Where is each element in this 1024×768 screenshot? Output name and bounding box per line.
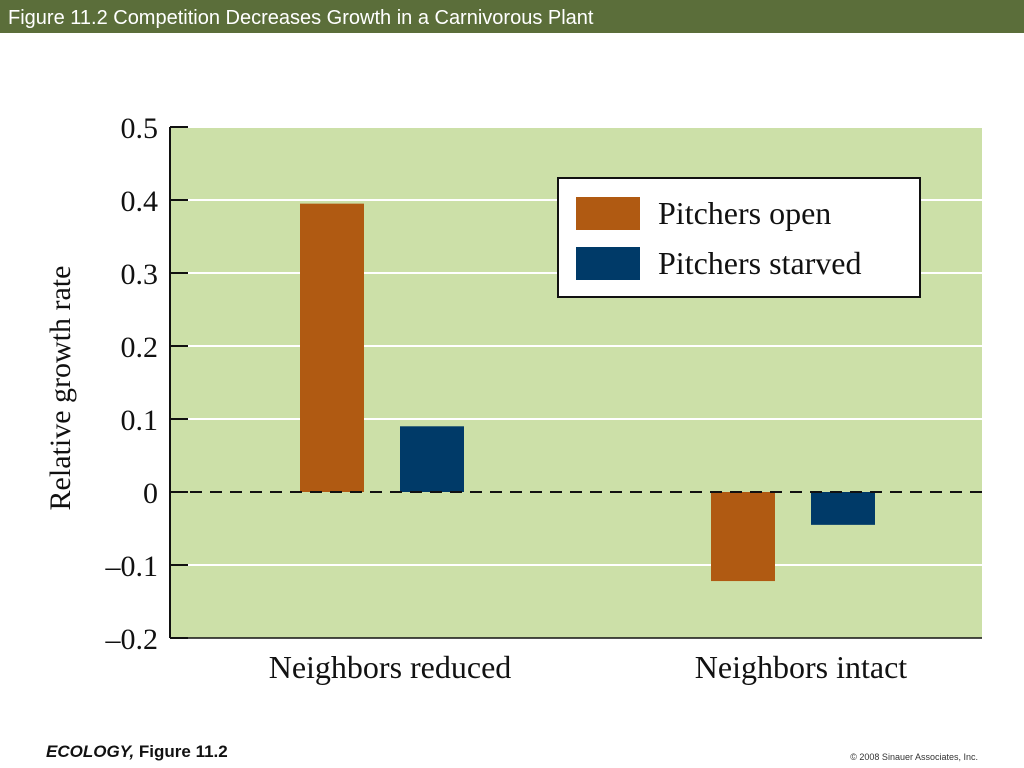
- category-label: Neighbors reduced: [269, 649, 512, 685]
- legend-swatch-pitchers-open: [576, 197, 640, 230]
- y-tick-label: 0: [143, 477, 158, 510]
- copyright-notice: © 2008 Sinauer Associates, Inc.: [850, 752, 978, 762]
- category-label: Neighbors intact: [695, 649, 908, 685]
- y-tick-label: 0.1: [121, 404, 159, 437]
- category-labels: Neighbors reduced Neighbors intact: [269, 649, 908, 685]
- y-tick-label: –0.1: [105, 550, 159, 583]
- y-tick-label: 0.4: [121, 185, 159, 218]
- y-tick-label: 0.3: [121, 258, 159, 291]
- y-tick-label: 0.5: [121, 112, 159, 145]
- y-tick-label: –0.2: [105, 623, 159, 656]
- source-book: ECOLOGY,: [46, 742, 135, 761]
- bar-pitchers-starved-neighbors-reduced: [400, 426, 464, 492]
- y-tick-label: 0.2: [121, 331, 159, 364]
- bar-pitchers-open-neighbors-reduced: [300, 203, 364, 492]
- source-citation: ECOLOGY, Figure 11.2: [46, 742, 228, 762]
- legend-swatch-pitchers-starved: [576, 247, 640, 280]
- bar-pitchers-starved-neighbors-intact: [811, 492, 875, 525]
- y-tick-labels: 0.5 0.4 0.3 0.2 0.1 0 –0.1 –0.2: [105, 112, 159, 656]
- slide-title: Figure 11.2 Competition Decreases Growth…: [0, 0, 1024, 33]
- legend-label-pitchers-starved: Pitchers starved: [658, 245, 862, 281]
- bars: [300, 203, 875, 582]
- source-figure: Figure 11.2: [138, 742, 228, 761]
- y-ticks: [170, 126, 188, 639]
- legend-label-pitchers-open: Pitchers open: [658, 195, 831, 231]
- y-axis-label: Relative growth rate: [44, 266, 77, 511]
- legend: Pitchers open Pitchers starved: [557, 177, 921, 298]
- bar-pitchers-open-neighbors-intact: [711, 492, 775, 582]
